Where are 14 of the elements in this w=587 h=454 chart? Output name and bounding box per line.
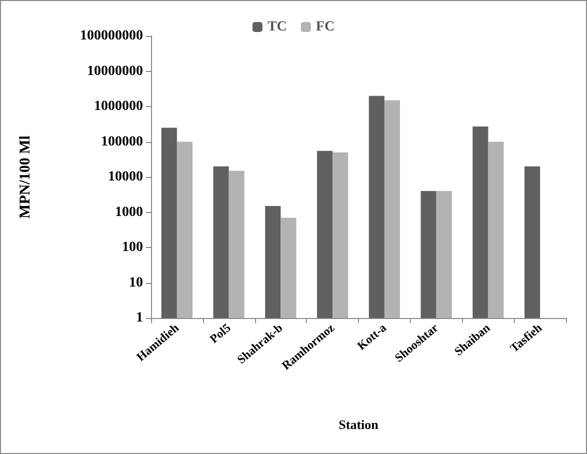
y-tick-label: 10000 — [108, 170, 143, 184]
y-tick-label: 100000 — [101, 134, 143, 150]
y-tick-label: 1000 — [115, 204, 143, 220]
x-tick-label: Pol5 — [206, 320, 234, 346]
y-tick-label: 100 — [122, 240, 143, 255]
y-tick-label: 10 — [129, 275, 143, 290]
x-axis-title: Station — [338, 417, 380, 432]
legend-label: TC — [267, 20, 287, 34]
y-tick-label: 100000000 — [80, 28, 143, 44]
y-tick-label: 1 — [136, 310, 143, 326]
y-tick-label: 1000000 — [94, 99, 143, 114]
legend-label: FC — [316, 20, 335, 34]
y-tick-label: 10000000 — [87, 64, 143, 79]
y-axis-title: MPN/100 Ml — [18, 136, 34, 218]
